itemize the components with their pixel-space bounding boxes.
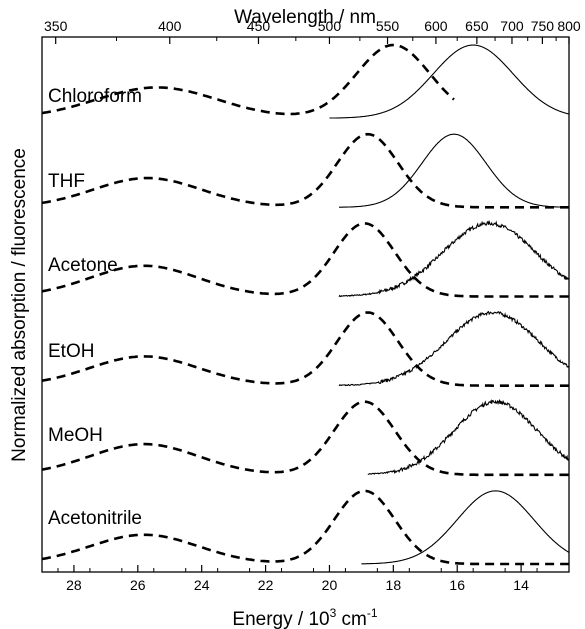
x-tick-label-26: 26	[130, 577, 146, 593]
top-tick-label-700: 700	[500, 18, 524, 34]
fluorescence-curve-thf	[339, 133, 569, 208]
solvent-label-meoh: MeOH	[48, 425, 103, 446]
top-axis-title: Wavelength / nm	[234, 7, 376, 28]
bottom-axis-title-unit-exp: -1	[367, 606, 378, 620]
solvent-label-acetone: Acetone	[48, 255, 118, 276]
x-tick-label-18: 18	[386, 577, 402, 593]
solvent-label-chloroform: Chloroform	[48, 86, 142, 107]
bottom-axis-title-text: Energy / 10	[232, 609, 329, 629]
bottom-axis-title-unit: cm	[336, 609, 367, 629]
y-axis-title: Normalized absorption / fluorescence	[9, 148, 30, 462]
top-tick-label-450: 450	[247, 18, 271, 34]
top-tick-label-600: 600	[424, 18, 448, 34]
x-tick-label-22: 22	[258, 577, 274, 593]
top-tick-label-800: 800	[557, 18, 581, 34]
top-tick-label-350: 350	[44, 18, 68, 34]
fluorescence-curve-acetonitrile	[361, 490, 570, 565]
bottom-axis-title: Energy / 103 cm-1	[232, 606, 377, 629]
x-tick-label-24: 24	[194, 577, 210, 593]
absorption-curve-etoh	[41, 311, 569, 387]
fluorescence-curve-chloroform	[329, 44, 570, 119]
bottom-axis: 28 26 24 22 20 18 16 14	[57, 565, 538, 593]
solvent-label-etoh: EtOH	[48, 341, 94, 362]
absorption-curve-chloroform	[41, 43, 455, 116]
x-tick-label-28: 28	[66, 577, 82, 593]
top-axis: 350 400 450 500 550 600 650 700 750 800	[44, 18, 581, 44]
fluorescence-curve-meoh	[367, 398, 570, 475]
top-tick-label-400: 400	[158, 18, 182, 34]
solvent-label-thf: THF	[48, 171, 85, 192]
solvent-labels: Chloroform THF Acetone EtOH MeOH Acetonitrile	[48, 86, 142, 529]
absorption-curve-meoh	[41, 400, 569, 477]
top-tick-label-650: 650	[465, 18, 489, 34]
x-tick-label-20: 20	[322, 577, 338, 593]
plot-frame	[41, 36, 570, 573]
absorption-curve-thf	[41, 132, 569, 209]
solvent-label-acetonitrile: Acetonitrile	[48, 508, 142, 529]
fluorescence-curve-acetone	[338, 219, 570, 298]
absorption-curve-acetonitrile	[41, 489, 569, 566]
x-tick-label-14: 14	[513, 577, 529, 593]
x-tick-label-16: 16	[449, 577, 465, 593]
bottom-axis-title-exp: 3	[330, 606, 337, 620]
top-tick-label-750: 750	[531, 18, 555, 34]
top-tick-label-500: 500	[318, 18, 342, 34]
absorption-curve-acetone	[41, 222, 569, 298]
fluorescence-curve-etoh	[338, 310, 570, 387]
curves	[41, 43, 570, 566]
top-tick-label-550: 550	[376, 18, 400, 34]
